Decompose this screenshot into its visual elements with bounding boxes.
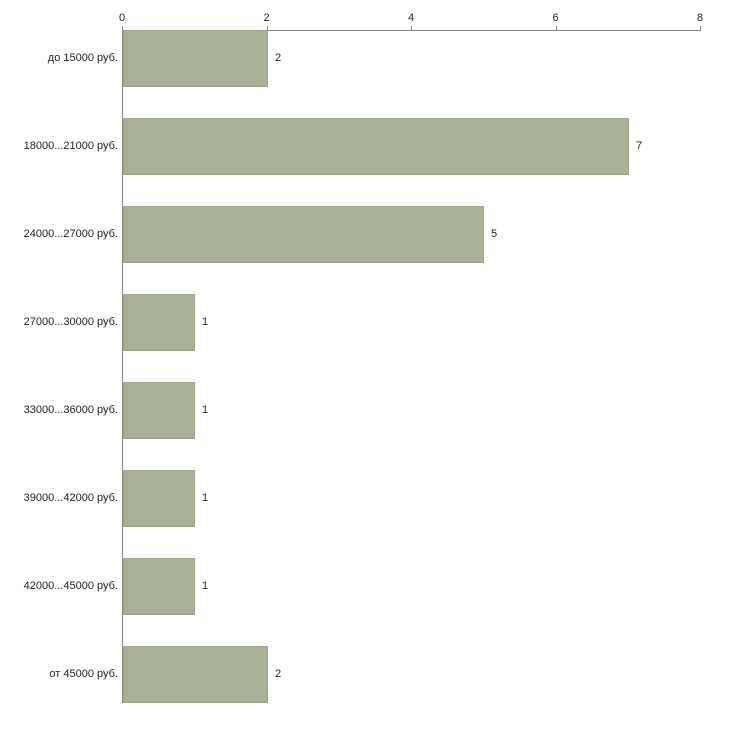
category-label: 18000...21000 руб.: [23, 139, 118, 152]
bar-value-label: 1: [202, 403, 209, 416]
x-tick: [555, 26, 557, 31]
x-tick: [266, 26, 268, 31]
x-tick: [700, 26, 701, 31]
bar: [123, 558, 195, 615]
category-label: 27000...30000 руб.: [23, 315, 118, 328]
category-label: до 15000 руб.: [47, 51, 118, 64]
bar: [123, 118, 629, 175]
category-label: 33000...36000 руб.: [23, 403, 118, 416]
bar: [123, 30, 268, 87]
bar: [123, 470, 195, 527]
bar-value-label: 5: [491, 227, 498, 240]
category-label: 24000...27000 руб.: [23, 227, 118, 240]
bar-value-label: 7: [636, 139, 643, 152]
x-tick: [122, 26, 123, 31]
x-tick-label: 8: [696, 12, 704, 24]
bar-value-label: 1: [202, 579, 209, 592]
x-tick: [411, 26, 412, 31]
x-tick-label: 4: [407, 12, 415, 24]
x-tick-label: 0: [118, 12, 126, 24]
x-tick-label: 6: [552, 12, 559, 24]
bar: [123, 382, 195, 439]
bar-value-label: 2: [275, 667, 282, 680]
bar: [123, 646, 268, 703]
category-label: от 45000 руб.: [49, 667, 118, 680]
bar-value-label: 1: [202, 491, 209, 504]
x-tick-label: 2: [263, 12, 270, 24]
y-axis-line: [122, 30, 123, 703]
bar: [123, 206, 484, 263]
category-label: 42000...45000 руб.: [23, 579, 118, 592]
bar: [123, 294, 195, 351]
bar-value-label: 2: [275, 51, 282, 64]
category-label: 39000...42000 руб.: [23, 491, 118, 504]
bar-value-label: 1: [202, 315, 209, 328]
